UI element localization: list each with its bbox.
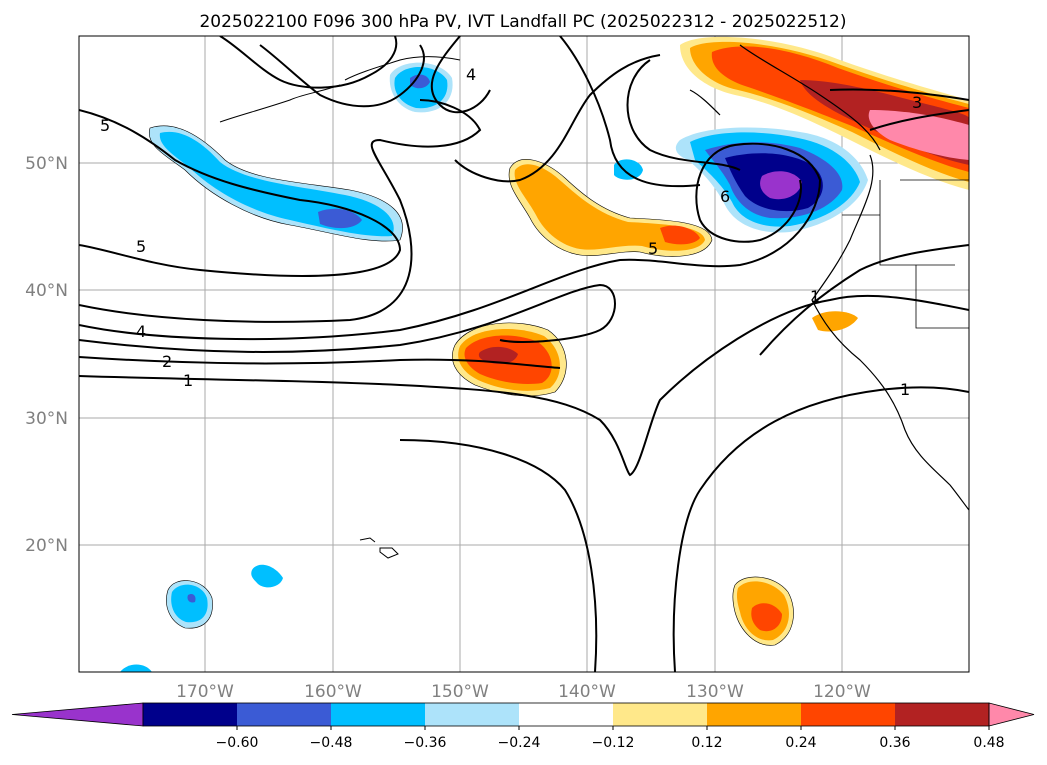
colorbar-tick-label: 0.36 [879, 735, 910, 751]
contour-label: 1 [900, 380, 910, 399]
colorbar-segment [237, 703, 332, 726]
colorbar-extend-high [988, 702, 1035, 727]
colorbar-tick-label: −0.60 [216, 735, 259, 751]
colorbar-tick-label: 0.24 [785, 735, 816, 751]
colorbar-tick-label: −0.12 [592, 735, 635, 751]
colorbar-border [142, 702, 990, 727]
anomaly-outlines [148, 125, 794, 646]
lat-label: 50°N [25, 154, 68, 174]
contour-label: 5 [648, 239, 658, 258]
contour-label: 5 [136, 237, 146, 256]
colorbar-segment [519, 703, 614, 726]
lon-label: 120°W [813, 682, 871, 702]
contour-label: 1 [183, 371, 193, 390]
figure-title: 2025022100 F096 300 hPa PV, IVT Landfall… [199, 12, 846, 32]
contour-label: 4 [466, 65, 476, 84]
colorbar-tick-label: −0.48 [310, 735, 353, 751]
colorbar-tick-label: −0.36 [404, 735, 447, 751]
colorbar-segment [895, 703, 990, 726]
coastlines [219, 44, 969, 559]
lon-axis: 170°W 160°W 150°W 140°W 130°W 120°W [176, 682, 871, 702]
contour-label: 4 [136, 322, 146, 341]
map-frame [78, 35, 970, 673]
lat-label: 30°N [25, 409, 68, 429]
contour-label: 5 [100, 116, 110, 135]
lon-label: 150°W [431, 682, 489, 702]
lon-label: 170°W [176, 682, 234, 702]
colorbar-segment [425, 703, 520, 726]
colorbar-segment [707, 703, 802, 726]
pv-contours [79, 36, 969, 672]
colorbar-segment [331, 703, 426, 726]
contour-label: 1 [810, 287, 820, 306]
contour-label: 2 [162, 352, 172, 371]
colorbar-tick-label: 0.12 [691, 735, 722, 751]
lat-label: 20°N [25, 536, 68, 556]
lon-label: 160°W [304, 682, 362, 702]
colorbar: −0.60 −0.48 −0.36 −0.24 −0.12 0.12 0.24 0.36 0.4… [11, 702, 1035, 751]
contour-labels: 5 4 5 4 2 1 6 5 1 3 1 [100, 65, 922, 399]
lon-label: 130°W [686, 682, 744, 702]
lon-label: 140°W [558, 682, 616, 702]
colorbar-extend-low [11, 702, 144, 727]
colorbar-segment [143, 703, 238, 726]
lat-label: 40°N [25, 281, 68, 301]
contour-label: 6 [720, 187, 730, 206]
colorbar-segment [613, 703, 708, 726]
colorbar-tick-label: 0.48 [973, 735, 1004, 751]
contour-label: 3 [912, 93, 922, 112]
colorbar-tick-label: −0.24 [498, 735, 541, 751]
colorbar-segment [801, 703, 896, 726]
filled-anomalies [120, 36, 969, 672]
lat-axis: 50°N 40°N 30°N 20°N [25, 154, 68, 556]
